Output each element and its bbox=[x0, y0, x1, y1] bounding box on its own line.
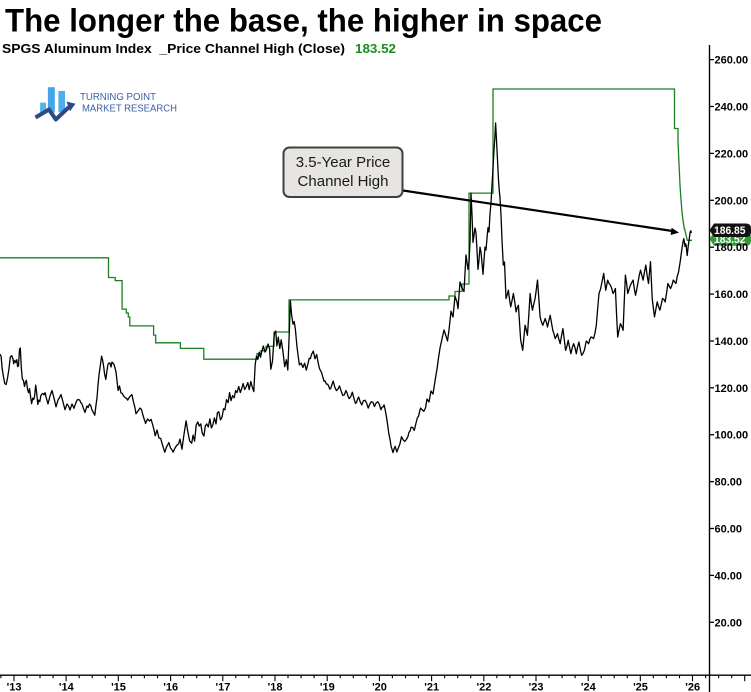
svg-text:'25: '25 bbox=[633, 682, 648, 692]
svg-text:186.85: 186.85 bbox=[714, 225, 746, 237]
svg-text:3.5-Year Price: 3.5-Year Price bbox=[296, 154, 391, 171]
svg-text:40.00: 40.00 bbox=[715, 570, 743, 582]
svg-text:'13: '13 bbox=[7, 682, 22, 692]
svg-text:240.00: 240.00 bbox=[715, 102, 749, 114]
svg-text:160.00: 160.00 bbox=[715, 289, 749, 301]
svg-text:'26: '26 bbox=[685, 682, 700, 692]
svg-text:'21: '21 bbox=[424, 682, 439, 692]
svg-text:140.00: 140.00 bbox=[715, 336, 749, 348]
svg-text:80.00: 80.00 bbox=[715, 477, 743, 489]
svg-text:Channel High: Channel High bbox=[298, 173, 389, 190]
svg-text:'16: '16 bbox=[163, 682, 178, 692]
svg-text:'17: '17 bbox=[215, 682, 230, 692]
svg-text:'14: '14 bbox=[59, 682, 75, 692]
svg-text:20.00: 20.00 bbox=[715, 617, 743, 629]
svg-text:'19: '19 bbox=[320, 682, 335, 692]
svg-text:220.00: 220.00 bbox=[715, 148, 749, 160]
svg-text:120.00: 120.00 bbox=[715, 383, 749, 395]
svg-text:'15: '15 bbox=[111, 682, 126, 692]
svg-text:'20: '20 bbox=[372, 682, 387, 692]
svg-text:The longer the base, the highe: The longer the base, the higher in space bbox=[5, 3, 602, 39]
svg-text:SPGS Aluminum Index _Price Ch: SPGS Aluminum Index _Price Channel High … bbox=[2, 41, 345, 56]
svg-text:183.52: 183.52 bbox=[355, 41, 396, 56]
svg-text:TURNING POINT: TURNING POINT bbox=[80, 92, 156, 103]
svg-text:100.00: 100.00 bbox=[715, 430, 749, 442]
svg-text:180.00: 180.00 bbox=[715, 242, 749, 254]
svg-text:'24: '24 bbox=[581, 682, 597, 692]
svg-text:'18: '18 bbox=[268, 682, 283, 692]
svg-text:'23: '23 bbox=[529, 682, 544, 692]
svg-text:260.00: 260.00 bbox=[715, 55, 749, 67]
svg-text:60.00: 60.00 bbox=[715, 524, 743, 536]
svg-text:200.00: 200.00 bbox=[715, 195, 749, 207]
svg-text:MARKET RESEARCH: MARKET RESEARCH bbox=[82, 104, 177, 115]
svg-text:'22: '22 bbox=[476, 682, 491, 692]
